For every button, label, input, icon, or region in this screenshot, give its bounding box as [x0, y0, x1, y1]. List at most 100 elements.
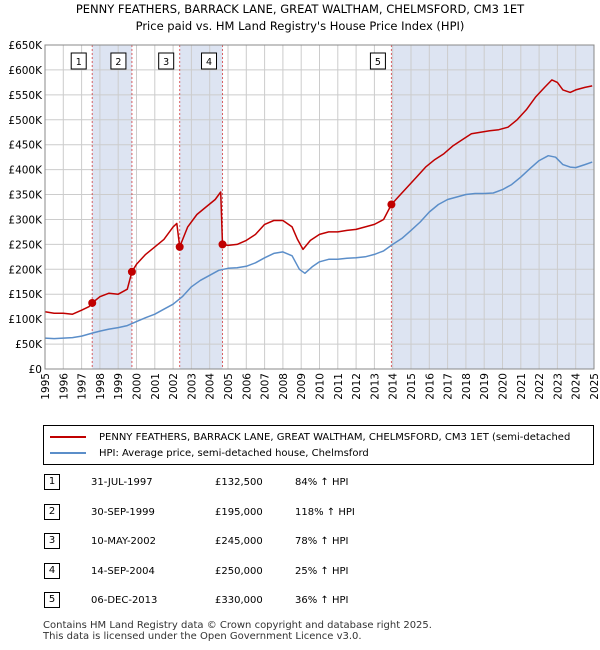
y-tick-label: £150K: [8, 289, 43, 301]
x-tick-label: 1999: [113, 373, 125, 400]
sale-price: £250,000: [215, 565, 263, 577]
sale-label-number: 2: [115, 57, 121, 68]
sale-hpi-change: 78% ↑ HPI: [295, 536, 349, 547]
x-tick-label: 2021: [516, 373, 528, 400]
axes: £0 £50K £100K £150K £200K £250K £300K £350K £400…: [8, 40, 600, 400]
shaded-band: [179, 45, 223, 369]
x-tick-label: 2017: [443, 373, 455, 400]
sale-date: 31-JUL-1997: [91, 477, 153, 488]
x-tick-label: 2003: [186, 373, 198, 400]
sale-number-badge: 3: [44, 533, 60, 549]
sale-row: 2 30-SEP-1999 £195,000 118% ↑ HPI: [43, 502, 383, 532]
sale-hpi-change: 84% ↑ HPI: [295, 477, 349, 488]
x-tick-label: 2011: [333, 373, 345, 400]
sale-points: [88, 200, 396, 307]
price-chart: 1 2 3 4 5 £0 £50K £100K £150K £200K £250K £300K £35…: [8, 40, 600, 400]
x-tick-label: 1997: [77, 373, 89, 400]
sale-label-box: [369, 52, 386, 70]
legend-label-property: PENNY FEATHERS, BARRACK LANE, GREAT WALT…: [99, 432, 571, 443]
x-tick-label: 2005: [223, 373, 235, 400]
y-tick-label: £400K: [8, 165, 43, 177]
sale-number-badge: 5: [44, 592, 60, 608]
y-tick-label: £200K: [8, 264, 43, 276]
sale-label-box: [201, 52, 218, 70]
sale-row: 4 14-SEP-2004 £250,000 25% ↑ HPI: [43, 561, 383, 591]
legend-label-hpi: HPI: Average price, semi-detached house,…: [99, 448, 369, 459]
sale-date: 06-DEC-2013: [91, 595, 158, 606]
sale-row: 3 10-MAY-2002 £245,000 78% ↑ HPI: [43, 531, 383, 561]
footer-copyright: Contains HM Land Registry data © Crown c…: [43, 620, 432, 631]
x-tick-label: 2013: [369, 373, 381, 400]
y-tick-label: £650K: [8, 40, 43, 52]
shaded-bands: [92, 45, 594, 369]
y-tick-label: £0: [29, 364, 42, 376]
x-tick-label: 2001: [150, 373, 162, 400]
sale-label-number: 4: [206, 57, 212, 68]
sale-number-badge: 1: [44, 474, 60, 490]
x-tick-label: 2009: [296, 373, 308, 400]
sale-point: [88, 298, 97, 307]
sale-label-box: [70, 52, 87, 70]
x-tick-label: 2004: [205, 373, 217, 400]
legend-swatch-property: [50, 436, 86, 438]
sale-label-box: [110, 52, 127, 70]
sale-label-number: 3: [163, 57, 169, 68]
sale-price: £245,000: [215, 536, 263, 547]
y-tick-label: £350K: [8, 190, 43, 202]
legend: PENNY FEATHERS, BARRACK LANE, GREAT WALT…: [43, 425, 594, 465]
x-tick-label: 2016: [424, 373, 436, 400]
y-tick-label: £100K: [8, 314, 43, 326]
x-tick-label: 2014: [388, 373, 400, 400]
sale-label-number: 5: [375, 57, 381, 68]
x-tick-label: 2023: [552, 373, 564, 400]
sale-label-box: [158, 52, 175, 70]
x-tick-label: 2015: [406, 373, 418, 400]
y-tick-label: £600K: [8, 65, 43, 77]
x-tick-label: 2008: [278, 373, 290, 400]
x-tick-label: 2012: [351, 373, 363, 400]
y-tick-label: £50K: [15, 339, 43, 351]
sale-point: [218, 240, 227, 249]
footer-licence: This data is licensed under the Open Gov…: [43, 631, 362, 642]
sale-date: 10-MAY-2002: [91, 536, 157, 547]
sale-price: £330,000: [215, 595, 263, 606]
x-tick-label: 2007: [260, 373, 272, 400]
legend-item-property: PENNY FEATHERS, BARRACK LANE, GREAT WALT…: [50, 431, 570, 445]
y-tick-label: £300K: [8, 214, 43, 226]
x-tick-label: 2025: [589, 373, 600, 400]
sale-price: £195,000: [215, 506, 263, 518]
x-tick-label: 2018: [461, 373, 473, 400]
x-tick-label: 2000: [132, 373, 144, 400]
gridlines: [44, 44, 595, 370]
x-tick-label: 2010: [315, 373, 327, 400]
sales-table: 1 31-JUL-1997 £132,500 84% ↑ HPI 2 30-SE…: [43, 472, 383, 620]
sale-point: [175, 242, 184, 251]
x-tick-label: 2019: [479, 373, 491, 400]
x-tick-label: 2022: [534, 373, 546, 400]
legend-swatch-hpi: [50, 452, 86, 454]
x-tick-label: 1995: [40, 373, 52, 400]
shaded-band: [391, 45, 594, 369]
y-tick-label: £550K: [8, 90, 43, 102]
sale-number-labels: 1 2 3 4 5: [70, 52, 386, 70]
sale-label-number: 1: [76, 57, 82, 68]
sale-date: 30-SEP-1999: [91, 506, 155, 518]
y-tick-label: £450K: [8, 140, 43, 152]
plot-frame: [44, 44, 595, 370]
sale-price: £132,500: [215, 477, 263, 488]
sale-marker-lines: [91, 45, 392, 369]
x-tick-label: 2002: [168, 373, 180, 400]
hpi-line: [44, 154, 593, 340]
sale-number-badge: 2: [44, 503, 60, 520]
sale-date: 14-SEP-2004: [91, 565, 155, 577]
x-tick-label: 1998: [95, 373, 107, 400]
sale-number-badge: 4: [44, 562, 60, 579]
x-tick-label: 2020: [498, 373, 510, 400]
legend-item-hpi: HPI: Average price, semi-detached house,…: [50, 447, 369, 461]
chart-title-address: PENNY FEATHERS, BARRACK LANE, GREAT WALT…: [75, 2, 525, 16]
chart-subtitle: Price paid vs. HM Land Registry's House …: [135, 19, 465, 33]
sale-row: 1 31-JUL-1997 £132,500 84% ↑ HPI: [43, 472, 383, 502]
y-tick-label: £500K: [8, 115, 43, 127]
sale-hpi-change: 36% ↑ HPI: [295, 595, 349, 606]
x-tick-label: 2024: [571, 373, 583, 400]
